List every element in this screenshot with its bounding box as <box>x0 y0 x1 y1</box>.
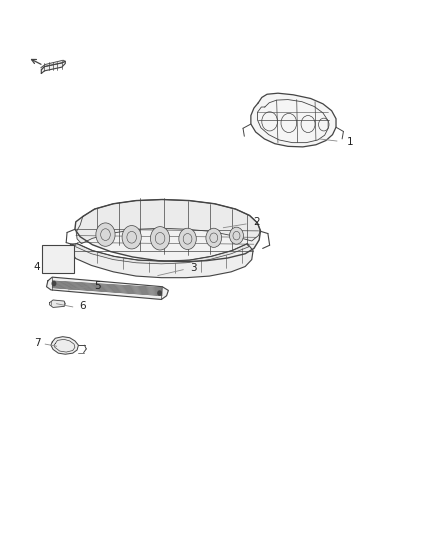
Polygon shape <box>251 93 336 147</box>
Text: 5: 5 <box>95 281 101 290</box>
Polygon shape <box>75 199 261 262</box>
Polygon shape <box>41 61 65 74</box>
Circle shape <box>52 281 56 286</box>
Text: 4: 4 <box>34 262 40 271</box>
Polygon shape <box>51 337 78 354</box>
Text: 3: 3 <box>191 263 197 273</box>
Polygon shape <box>76 244 249 264</box>
Circle shape <box>122 225 141 249</box>
FancyBboxPatch shape <box>42 245 74 273</box>
Text: 6: 6 <box>79 301 86 311</box>
Circle shape <box>96 223 115 246</box>
Text: 2: 2 <box>253 217 260 228</box>
Circle shape <box>150 227 170 250</box>
Polygon shape <box>49 300 65 308</box>
Polygon shape <box>70 244 253 278</box>
Text: 1: 1 <box>347 136 353 147</box>
Polygon shape <box>46 277 168 300</box>
Polygon shape <box>76 199 261 244</box>
Circle shape <box>179 228 196 249</box>
Circle shape <box>206 228 222 247</box>
Text: 7: 7 <box>34 338 40 348</box>
Circle shape <box>230 227 244 244</box>
Circle shape <box>158 291 161 295</box>
Polygon shape <box>41 60 65 70</box>
